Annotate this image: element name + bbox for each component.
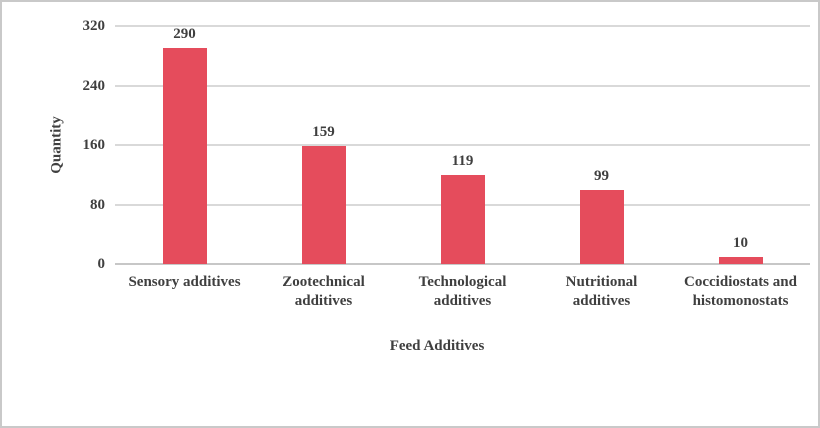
bar-2 [440,175,485,264]
bar-4 [718,256,763,264]
bar-3 [579,190,624,264]
bar-1 [301,145,346,264]
plot-area [115,25,810,265]
gridline [115,25,810,27]
data-label: 290 [173,26,196,43]
category-label: Coccidiostats and histomonostats [684,274,797,309]
gridline [115,84,810,87]
category-label: Zootechnical additives [282,274,365,309]
data-label: 10 [733,234,748,251]
data-label: 99 [594,168,609,185]
y-tick-label: 0 [97,256,106,272]
bar-0 [162,48,207,264]
y-tick-label: 160 [82,137,106,153]
x-axis-line [115,263,810,265]
data-label: 119 [451,153,474,170]
category-label: Technological additives [418,274,507,309]
category-label: Sensory additives [128,274,241,290]
gridline [115,144,810,146]
x-axis-title: Feed Additives [389,338,485,354]
y-tick-label: 80 [90,196,105,213]
category-label: Nutritional additives [565,274,638,309]
data-label: 159 [312,123,335,140]
y-tick-label: 320 [82,18,106,34]
y-tick-label: 240 [82,77,106,94]
